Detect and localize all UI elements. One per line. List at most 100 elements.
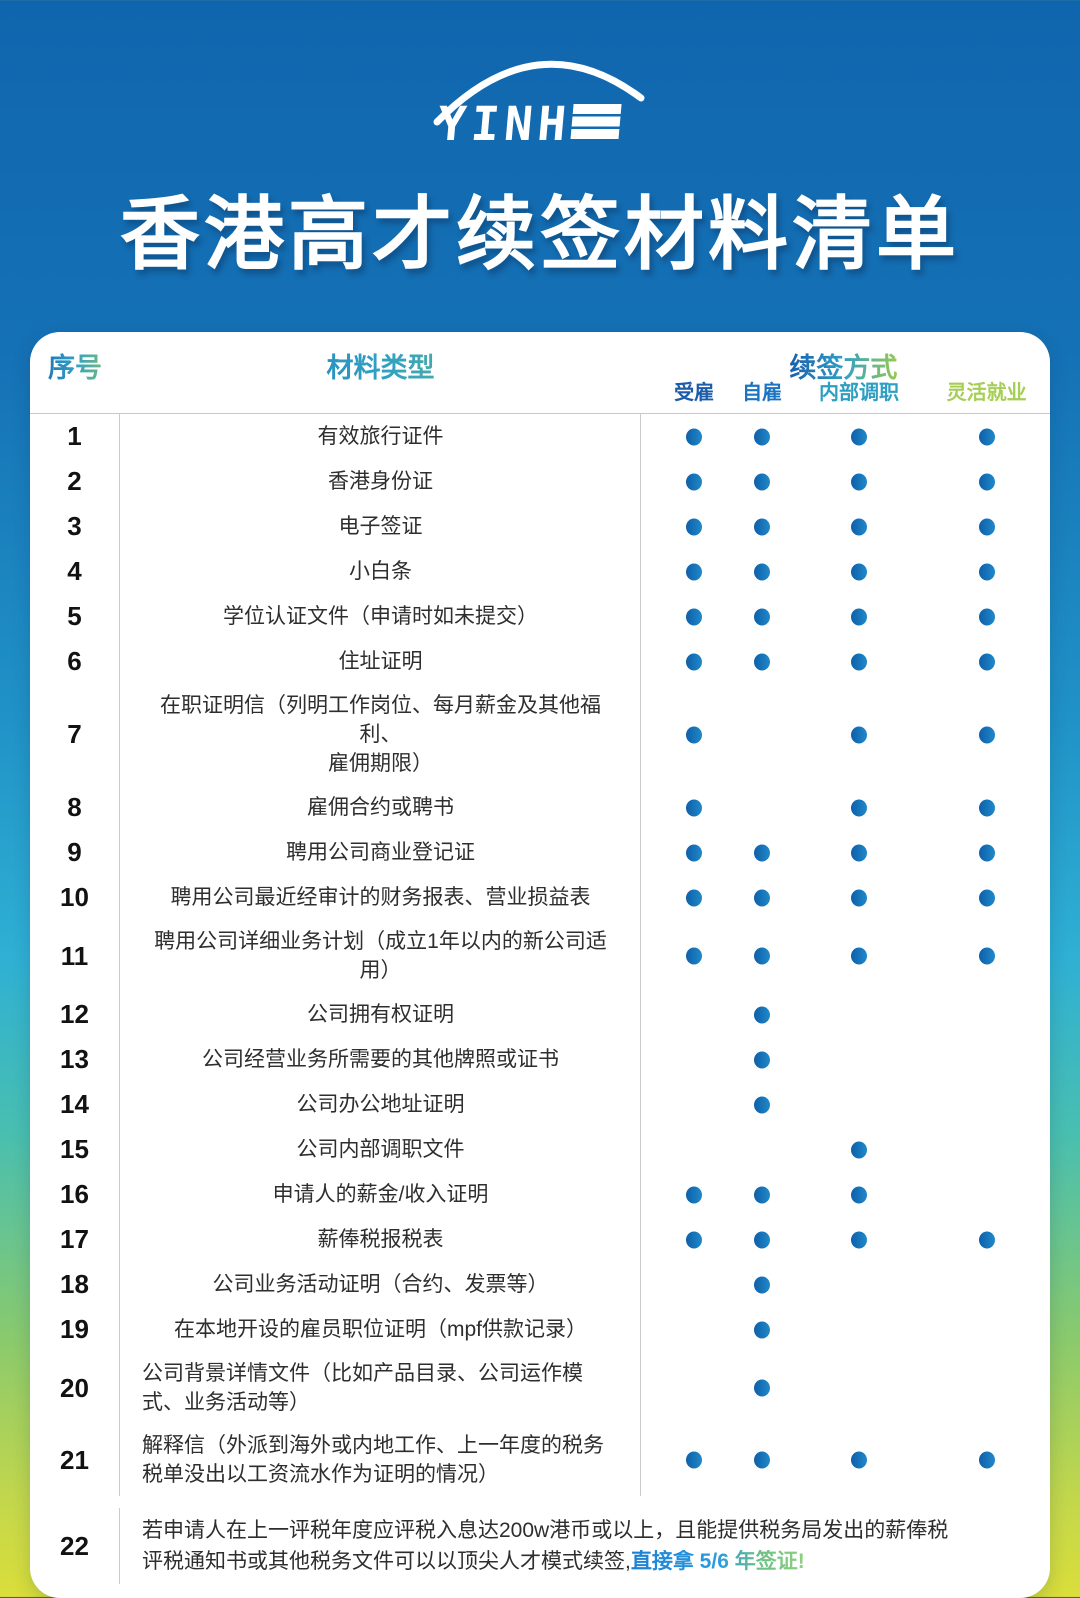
dot-employed (686, 563, 703, 580)
method-dots (640, 920, 1050, 992)
method-dots (640, 1172, 1050, 1217)
material-text: 公司内部调职文件 (296, 1138, 465, 1161)
dot-flexible-employment (978, 608, 995, 625)
dot-flexible-employment (978, 889, 995, 906)
method-dots (640, 1127, 1050, 1172)
dot-internal-transfer (850, 653, 867, 670)
material-text: 住址证明 (338, 650, 423, 673)
row-number: 7 (30, 684, 120, 785)
row-number: 3 (30, 504, 120, 549)
dot-flexible-employment (978, 473, 995, 490)
row-number: 17 (30, 1217, 120, 1262)
table-row: 14 公司办公地址证明 (30, 1082, 1050, 1127)
material-text: 在职证明信（列明工作岗位、每月薪金及其他福利、 雇佣期限） (160, 694, 601, 775)
page-title: 香港高才续签材料清单 (120, 190, 960, 279)
row-number: 1 (30, 414, 120, 459)
dot-self-employed (754, 518, 771, 535)
dot-internal-transfer (850, 1186, 867, 1203)
table-row: 5 学位认证文件（申请时如未提交） (30, 594, 1050, 639)
dot-internal-transfer (850, 1451, 867, 1469)
table-row: 8 雇佣合约或聘书 (30, 785, 1050, 830)
row-number: 8 (30, 785, 120, 830)
material-text: 公司经营业务所需要的其他牌照或证书 (202, 1048, 559, 1071)
dot-flexible-employment (978, 653, 995, 670)
dot-self-employed (754, 1096, 771, 1113)
dot-employed (686, 473, 703, 490)
dot-flexible-employment (978, 799, 995, 816)
material-text: 公司背景详情文件（比如产品目录、公司运作模 式、业务活动等） (142, 1362, 583, 1414)
method-dots (640, 1424, 1050, 1496)
table-row: 21 解释信（外派到海外或内地工作、上一年度的税务 税单没出以工资流水作为证明的情… (30, 1424, 1050, 1496)
dot-self-employed (754, 653, 771, 670)
table-row: 13 公司经营业务所需要的其他牌照或证书 (30, 1037, 1050, 1082)
table-row: 22 若申请人在上一评税年度应评税入息达200w港币或以上，且能提供税务局发出的薪… (30, 1508, 1050, 1584)
logo-arc-icon (433, 60, 645, 126)
table-row: 2 香港身份证 (30, 459, 1050, 504)
table-header: 序号 材料类型 续签方式 受雇 自雇 内部调职 灵活就业 (30, 332, 1050, 414)
dot-flexible-employment (978, 428, 995, 445)
table-row: 11 聘用公司详细业务计划（成立1年以内的新公司适用） (30, 920, 1050, 992)
row-number: 21 (30, 1424, 120, 1496)
dot-self-employed (754, 473, 771, 490)
table-row: 10 聘用公司最近经审计的财务报表、营业损益表 (30, 875, 1050, 920)
dot-internal-transfer (850, 1231, 867, 1248)
table-row: 15 公司内部调职文件 (30, 1127, 1050, 1172)
method-dots (640, 1352, 1050, 1424)
table-row: 20 公司背景详情文件（比如产品目录、公司运作模 式、业务活动等） (30, 1352, 1050, 1424)
material-text: 公司拥有权证明 (307, 1003, 454, 1026)
table-body: 1 有效旅行证件 2 香港身份证 3 电子签证 4 小白条 5 学位认证文件（申请时如未提交） 6 住… (30, 414, 1050, 1584)
dot-self-employed (754, 1186, 771, 1203)
dot-self-employed (754, 1276, 771, 1293)
method-header-flexible-employment: 灵活就业 (946, 382, 1027, 404)
col-header-no: 序号 (30, 332, 120, 413)
method-dots (640, 875, 1050, 920)
row-number: 9 (30, 830, 120, 875)
dot-internal-transfer (850, 844, 867, 861)
method-dots (640, 639, 1050, 684)
dot-self-employed (754, 1051, 771, 1068)
logo-letter-e-bars (570, 104, 622, 139)
dot-self-employed (754, 889, 771, 906)
method-dots (640, 1082, 1050, 1127)
material-text: 申请人的薪金/收入证明 (272, 1183, 489, 1206)
material-text: 香港身份证 (328, 470, 433, 493)
dot-internal-transfer (850, 473, 867, 490)
dot-employed (686, 844, 703, 861)
row-number: 10 (30, 875, 120, 920)
col-header-renewal: 续签方式 (789, 346, 897, 385)
dot-employed (686, 889, 703, 906)
dot-internal-transfer (850, 947, 867, 965)
method-dots (640, 830, 1050, 875)
method-dots (640, 785, 1050, 830)
dot-self-employed (754, 608, 771, 625)
material-text: 薪俸税报税表 (317, 1228, 444, 1251)
table-row: 18 公司业务活动证明（合约、发票等） (30, 1262, 1050, 1307)
dot-self-employed (754, 1006, 771, 1023)
row-number: 5 (30, 594, 120, 639)
dot-flexible-employment (978, 726, 995, 743)
dot-internal-transfer (850, 518, 867, 535)
dot-flexible-employment (978, 844, 995, 861)
method-header-internal-transfer: 内部调职 (818, 382, 899, 404)
dot-employed (686, 608, 703, 625)
table-row: 4 小白条 (30, 549, 1050, 594)
table-row: 16 申请人的薪金/收入证明 (30, 1172, 1050, 1217)
dot-employed (686, 726, 703, 743)
table-row: 17 薪俸税报税表 (30, 1217, 1050, 1262)
dot-self-employed (754, 563, 771, 580)
method-dots (640, 1037, 1050, 1082)
col-header-material: 材料类型 (120, 332, 641, 413)
dot-employed (686, 653, 703, 670)
material-text: 小白条 (349, 560, 412, 583)
dot-flexible-employment (978, 1231, 995, 1248)
method-dots (640, 594, 1050, 639)
dot-employed (686, 947, 703, 965)
material-text: 聘用公司详细业务计划（成立1年以内的新公司适用） (154, 930, 607, 982)
method-dots (640, 1217, 1050, 1262)
material-text: 解释信（外派到海外或内地工作、上一年度的税务 税单没出以工资流水作为证明的情况） (142, 1434, 604, 1486)
table-row: 19 在本地开设的雇员职位证明（mpf供款记录） (30, 1307, 1050, 1352)
dot-employed (686, 1186, 703, 1203)
row-number: 6 (30, 639, 120, 684)
table-row: 3 电子签证 (30, 504, 1050, 549)
